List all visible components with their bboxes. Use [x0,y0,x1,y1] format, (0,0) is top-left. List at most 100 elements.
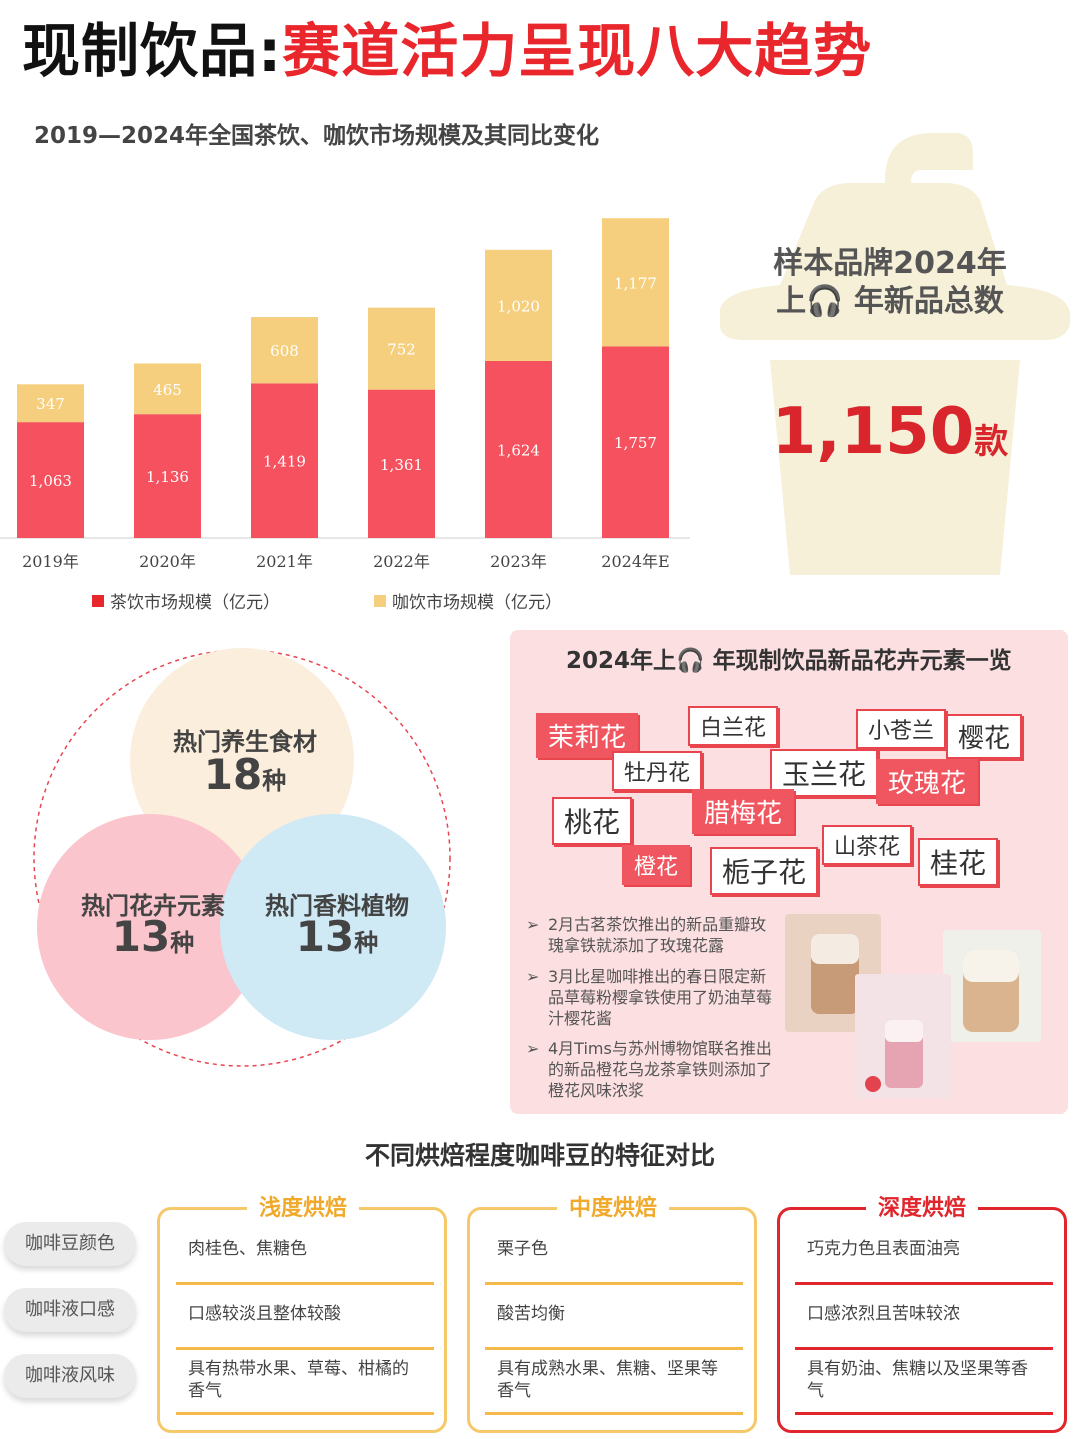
venn-spice-count: 13种 [232,912,442,961]
legend-coffee-swatch [374,594,386,607]
product-photos [785,914,1041,1098]
bar-label-coffee: 1,020 [497,297,540,315]
new-product-total: 1,150款 [770,395,1010,469]
divider [176,1282,434,1285]
arrow-icon: ➢ [526,915,540,934]
divider [795,1282,1053,1285]
arrow-icon: ➢ [526,967,540,986]
x-tick-label: 2023年 [490,552,547,571]
title-prefix: 现制饮品: [22,17,283,85]
venn-circle-spice [220,814,446,1040]
x-tick-label: 2024年E [601,552,669,571]
bar-tea [251,383,318,538]
venn-health-label: 热门养生食材 [173,728,317,756]
page-title: 现制饮品:赛道活力呈现八大趋势 [22,4,872,88]
title-highlight: 赛道活力呈现八大趋势 [282,17,873,85]
bar-coffee [251,317,318,384]
venn-flower-number: 13 [111,912,171,961]
legend-tea-label: 茶饮市场规模（亿元） [110,593,280,613]
flower-note-text: 4月Tims与苏州博物馆联名推出的新品橙花乌龙茶拿铁则添加了橙花风味浓浆 [548,1039,773,1100]
flower-tag: 栀子花 [710,847,819,895]
bar-label-tea: 1,063 [29,472,72,490]
medium-roast-color: 栗子色 [497,1239,548,1259]
bar-label-tea: 1,361 [380,456,423,474]
venn-diagram [33,648,451,1067]
legend-coffee: 咖饮市场规模（亿元） [374,588,562,613]
flower-tag: 玫瑰花 [876,759,979,804]
new-product-count: 1,150 [771,395,975,469]
bar-label-coffee: 1,177 [614,274,657,292]
light-roast-taste: 口感较淡且整体较酸 [188,1304,341,1324]
venn-spice-label: 热门香料植物 [265,892,409,920]
cup-label-line1: 样本品牌2024年 [773,246,1007,281]
x-tick-label: 2022年 [373,552,430,571]
x-tick-label: 2021年 [256,552,313,571]
medium-roast-flavor: 具有成熟水果、焦糖、坚果等香气 [497,1359,718,1401]
flower-tag: 茉莉花 [536,713,639,758]
flower-note: ➢ 2月古茗茶饮推出的新品重瓣玫瑰拿铁就添加了玫瑰花露 [526,914,782,956]
venn-spice-number: 13 [295,912,355,961]
venn-flower-label: 热门花卉元素 [81,892,225,920]
x-tick-label: 2019年 [22,552,79,571]
venn-health-unit: 种 [262,767,287,795]
legend-tea: 茶饮市场规模（亿元） [92,588,280,613]
bar-label-tea: 1,757 [614,434,657,452]
bar-tea [485,360,552,538]
flower-panel-title: 2024年上🎧 年现制饮品新品花卉元素一览 [566,648,1012,674]
venn-circle-health [130,648,354,872]
divider [795,1412,1053,1415]
bar-label-coffee: 608 [270,342,299,360]
flower-tag: 樱花 [946,714,1023,759]
cup-label-line2: 上🎧 年新品总数 [776,284,1004,319]
flower-tag: 桃花 [552,797,633,845]
bar-tea [134,414,201,538]
cup-illustration [720,133,1070,575]
dark-roast-flavor: 具有奶油、焦糖以及坚果等香气 [807,1359,1028,1401]
bar-coffee [134,363,201,415]
flower-note-text: 3月比星咖啡推出的春日限定新品草莓粉樱拿铁使用了奶油草莓汁樱花酱 [548,967,773,1028]
light-roast-heading: 浅度烘焙 [247,1190,360,1222]
light-roast-flavor: 具有热带水果、草莓、柑橘的香气 [188,1359,409,1401]
bar-coffee [368,307,435,390]
venn-health-count: 18种 [140,750,350,799]
divider [485,1412,743,1415]
row-label-color: 咖啡豆颜色 [4,1222,136,1266]
legend-coffee-label: 咖饮市场规模（亿元） [392,593,562,613]
dark-roast-color: 巧克力色且表面油亮 [807,1239,960,1259]
venn-flower-unit: 种 [170,929,195,957]
divider [176,1347,434,1350]
x-tick-label: 2020年 [139,552,196,571]
flower-note-text: 2月古茗茶饮推出的新品重瓣玫瑰拿铁就添加了玫瑰花露 [548,915,767,955]
medium-roast-taste: 酸苦均衡 [497,1304,565,1324]
bar-label-tea: 1,136 [146,468,189,486]
bar-coffee [485,249,552,361]
venn-circle-flower [37,814,263,1040]
bar-label-coffee: 465 [153,381,182,399]
bar-tea [602,346,669,538]
medium-roast-heading: 中度烘焙 [557,1190,670,1222]
venn-spice-unit: 种 [354,929,379,957]
divider [485,1282,743,1285]
new-product-unit: 款 [974,422,1009,462]
flower-note: ➢ 3月比星咖啡推出的春日限定新品草莓粉樱拿铁使用了奶油草莓汁樱花酱 [526,966,782,1029]
flower-tag: 腊梅花 [692,789,795,834]
bar-label-coffee: 347 [36,395,65,413]
bar-coffee [17,384,84,423]
light-roast-color: 肉桂色、焦糖色 [188,1239,307,1259]
divider [176,1412,434,1415]
dark-roast-taste: 口感浓烈且苦味较浓 [807,1304,960,1324]
flower-tag: 牡丹花 [612,751,703,791]
flower-tag: 小苍兰 [856,709,947,749]
dark-roast-heading: 深度烘焙 [866,1190,979,1222]
bar-tea [17,422,84,538]
divider [485,1347,743,1350]
flower-tag: 山茶花 [822,825,913,865]
flower-tag: 玉兰花 [770,749,879,797]
flower-tag: 白兰花 [688,706,779,746]
divider [795,1347,1053,1350]
flower-tag: 橙花 [622,845,691,885]
bar-label-tea: 1,624 [497,441,540,459]
market-size-chart: 1,063 347 2019年 1,136 465 2020年 1,419 608 2021年 1… [0,218,690,571]
legend-tea-swatch [92,594,104,607]
flower-tag: 桂花 [918,838,999,886]
